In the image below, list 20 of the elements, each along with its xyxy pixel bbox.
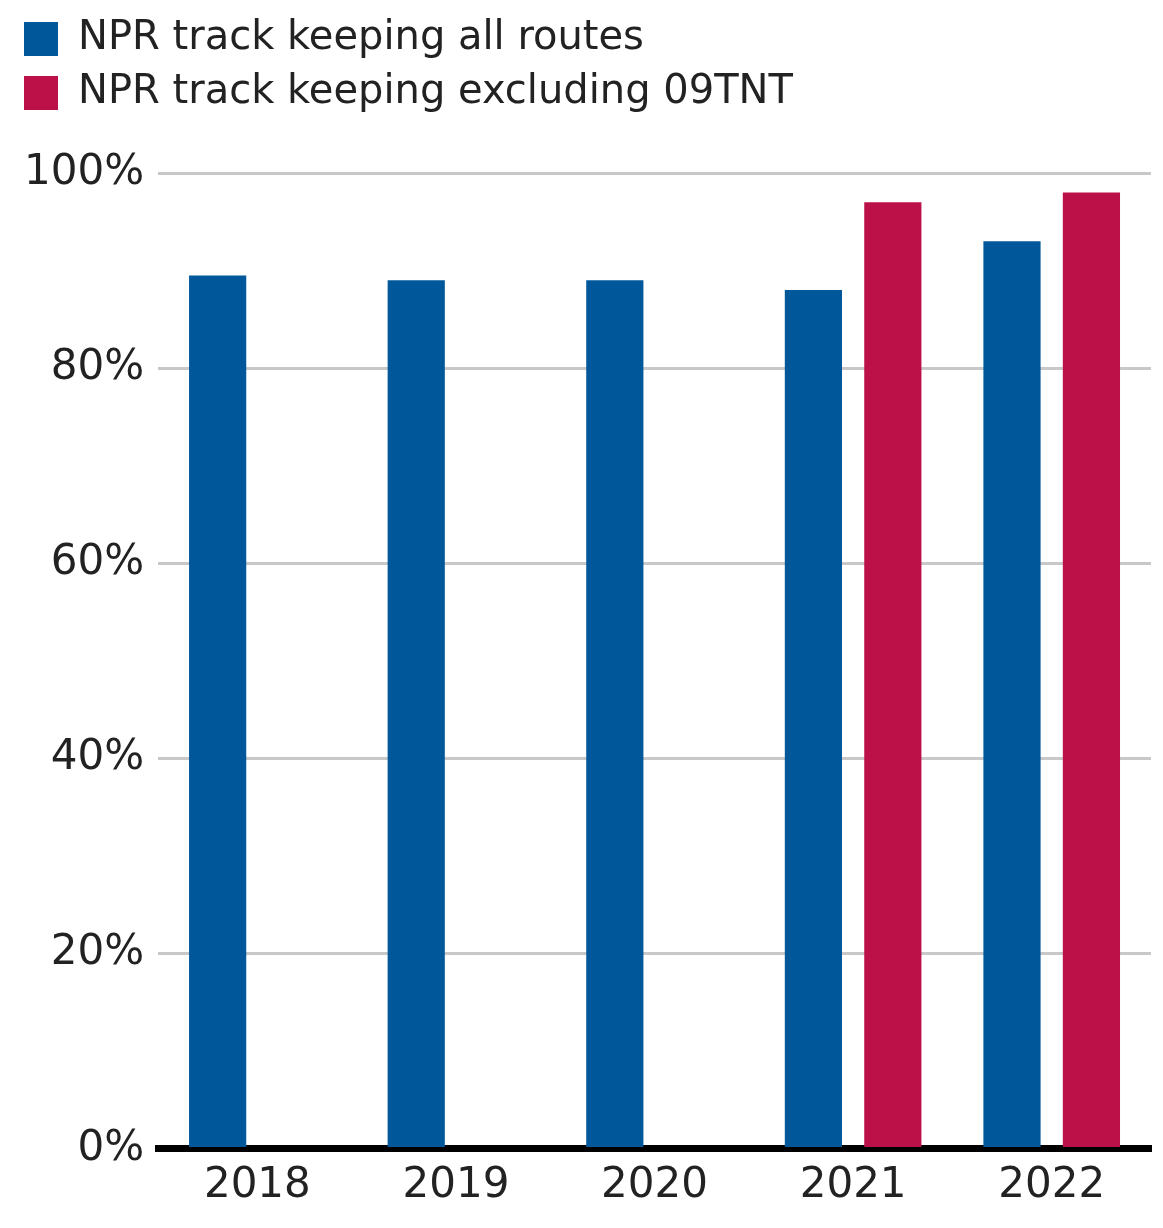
y-tick-label: 20%: [50, 925, 145, 975]
bar: [387, 280, 445, 1148]
bar: [189, 275, 247, 1148]
bar: [983, 241, 1041, 1148]
x-tick-label: 2019: [402, 1157, 510, 1207]
bar: [864, 202, 922, 1148]
legend-label: NPR track keeping all routes: [78, 12, 644, 59]
x-tick-label: 2022: [998, 1157, 1106, 1207]
bar: [586, 280, 644, 1148]
bar: [784, 290, 842, 1148]
x-tick-label: 2018: [203, 1157, 311, 1207]
y-tick-label: 80%: [50, 340, 145, 390]
y-tick-label: 100%: [24, 144, 145, 194]
x-tick-label: 2020: [601, 1157, 708, 1207]
y-tick-label: 60%: [50, 535, 145, 585]
bar: [1062, 192, 1121, 1148]
legend-label: NPR track keeping excluding 09TNT: [78, 66, 794, 113]
y-tick-label: 0%: [77, 1120, 145, 1170]
x-tick-label: 2021: [799, 1157, 907, 1207]
y-tick-label: 40%: [50, 730, 145, 780]
